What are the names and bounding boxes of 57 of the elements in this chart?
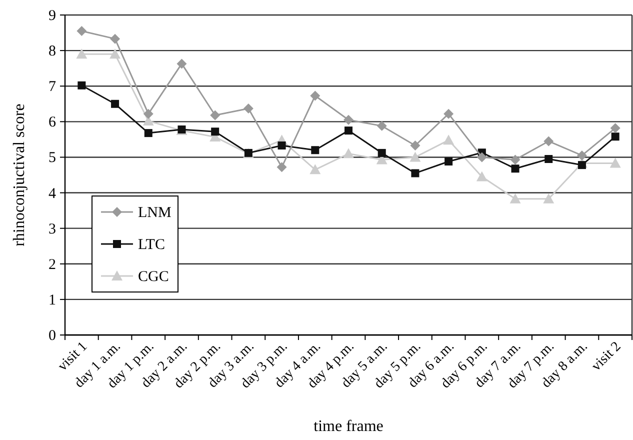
point xyxy=(76,26,87,36)
point xyxy=(444,157,453,166)
point xyxy=(610,123,620,134)
point xyxy=(411,169,420,178)
point xyxy=(278,141,286,150)
point xyxy=(544,155,553,163)
point xyxy=(444,108,454,119)
y-axis-title: rhinoconjuctival score xyxy=(11,104,28,246)
point xyxy=(578,161,586,170)
y-tick-label: 3 xyxy=(48,221,56,238)
point xyxy=(344,114,354,125)
point xyxy=(110,34,120,44)
y-tick-label: 4 xyxy=(48,186,56,202)
legend-label: LNM xyxy=(138,205,172,221)
point xyxy=(544,136,554,146)
point xyxy=(110,48,121,59)
point xyxy=(476,171,488,182)
y-tick-label: 1 xyxy=(48,292,56,308)
point xyxy=(276,162,287,172)
point xyxy=(510,154,520,165)
point xyxy=(76,48,88,59)
point xyxy=(343,148,354,158)
point xyxy=(543,193,554,204)
y-tick-label: 9 xyxy=(48,8,56,24)
x-axis-title: time frame xyxy=(314,418,384,435)
point xyxy=(310,90,320,101)
point xyxy=(410,140,420,150)
point xyxy=(111,100,120,108)
point xyxy=(443,134,454,145)
point xyxy=(344,126,352,135)
y-tick-label: 5 xyxy=(48,150,56,166)
point xyxy=(378,148,386,157)
point xyxy=(476,152,487,162)
y-tick-label: 6 xyxy=(48,114,56,131)
point xyxy=(144,129,152,138)
point xyxy=(210,110,220,120)
legend-label: LTC xyxy=(138,237,165,253)
point xyxy=(376,120,387,131)
x-tick-label: visit 2 xyxy=(589,339,624,374)
point xyxy=(610,158,621,168)
point xyxy=(510,193,521,204)
point xyxy=(143,108,154,119)
point xyxy=(410,152,421,162)
point xyxy=(511,164,520,173)
y-tick-label: 0 xyxy=(48,328,56,344)
legend-label: CGC xyxy=(138,269,169,285)
point xyxy=(211,128,220,136)
y-tick-label: 2 xyxy=(48,256,56,273)
point xyxy=(311,146,320,154)
point xyxy=(78,81,86,90)
y-tick-label: 8 xyxy=(48,44,56,60)
point xyxy=(576,150,587,160)
point xyxy=(310,164,321,174)
point xyxy=(611,132,620,141)
point xyxy=(176,58,187,69)
point xyxy=(243,104,254,114)
y-tick-label: 7 xyxy=(48,79,56,96)
